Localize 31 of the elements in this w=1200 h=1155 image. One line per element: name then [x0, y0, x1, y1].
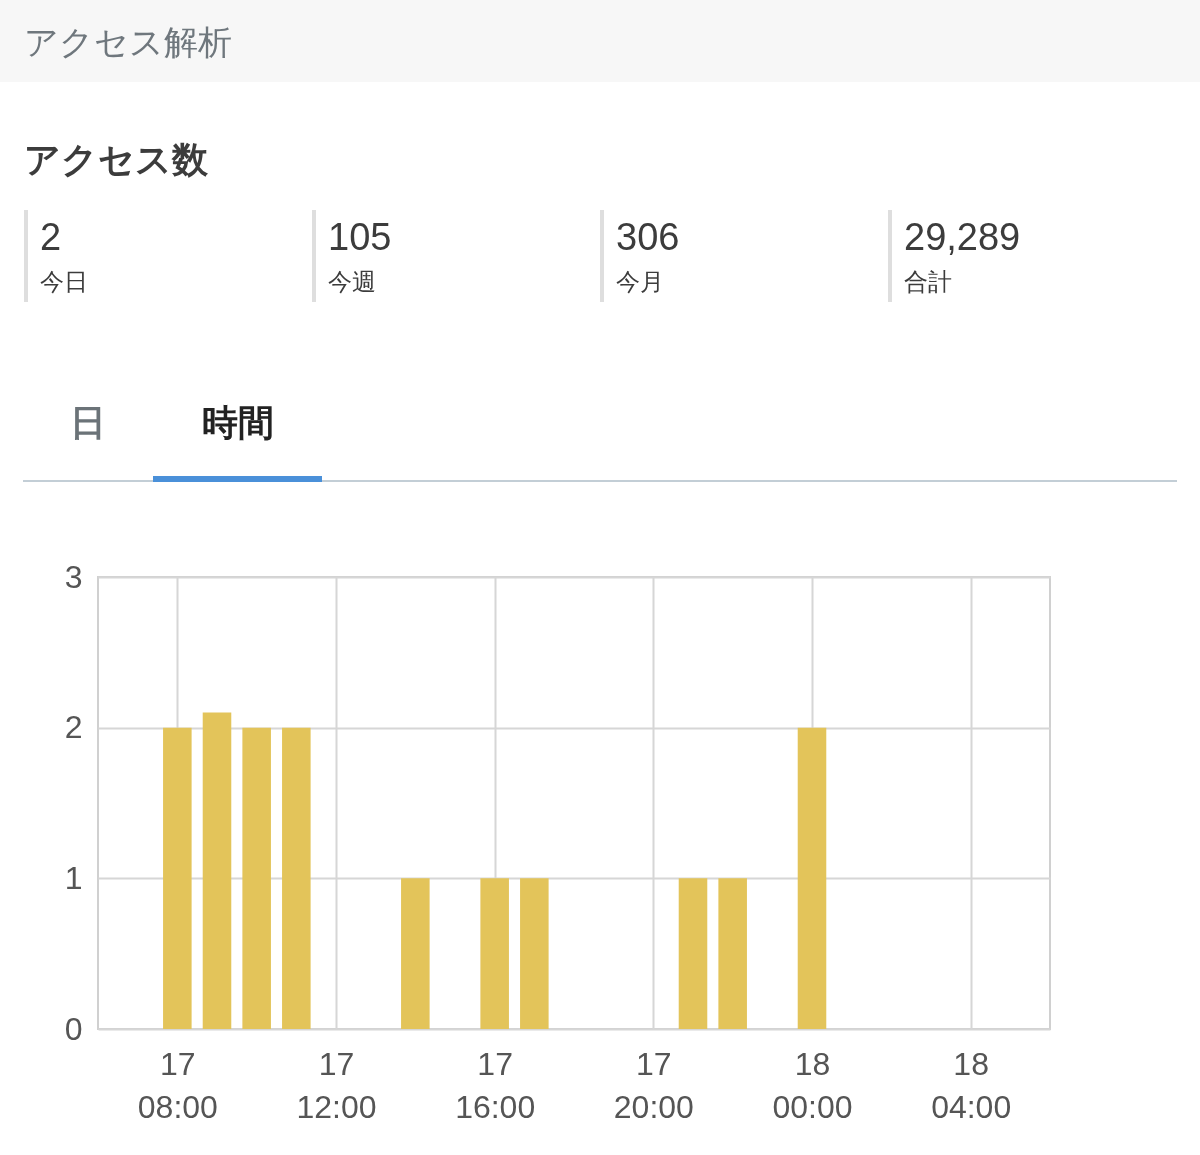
bar	[520, 878, 549, 1029]
y-tick-label: 1	[64, 859, 83, 896]
category-label: 今月	[616, 267, 664, 297]
data-label: 105	[328, 215, 392, 259]
category-label: 今週	[328, 267, 376, 297]
data-label: 29,289	[904, 215, 1021, 259]
y-tick-label: 0	[64, 1010, 83, 1047]
x-tick-label: 17 20:00	[613, 1045, 694, 1125]
bar	[163, 727, 192, 1029]
bar	[242, 727, 271, 1029]
text: 時間	[200, 401, 275, 445]
category-label: 今日	[40, 267, 88, 297]
x-tick-label: 17 12:00	[296, 1045, 377, 1125]
bar	[797, 727, 827, 1029]
bar	[678, 878, 708, 1029]
bar	[480, 878, 509, 1029]
bar	[202, 712, 232, 1029]
text: アクセス数	[24, 138, 208, 182]
text: アクセス解析	[24, 22, 232, 62]
text: 日	[69, 401, 107, 445]
bar	[401, 878, 430, 1029]
bar	[282, 727, 311, 1029]
category-label: 合計	[904, 267, 952, 297]
x-tick-label: 17 16:00	[455, 1045, 536, 1125]
x-tick-label: 18 04:00	[931, 1045, 1012, 1125]
x-tick-label: 18 00:00	[772, 1045, 853, 1125]
x-tick-label: 17 08:00	[137, 1045, 218, 1125]
y-tick-label: 3	[64, 558, 83, 595]
bar	[718, 878, 747, 1029]
data-label: 306	[616, 215, 680, 259]
y-tick-label: 2	[64, 709, 83, 746]
